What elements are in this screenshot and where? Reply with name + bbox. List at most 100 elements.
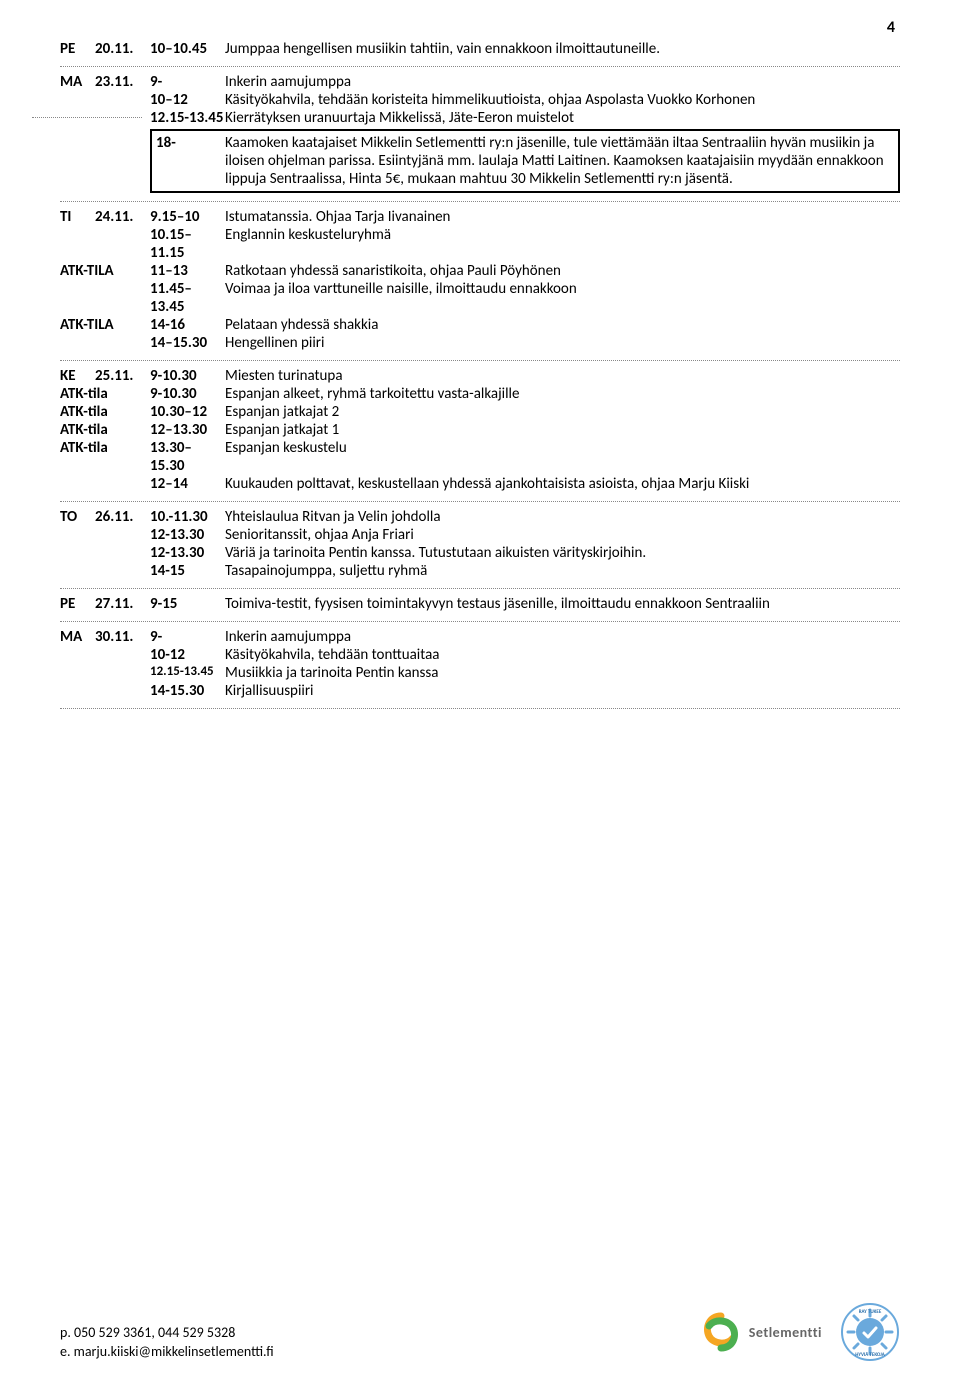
desc-text: Miesten turinatupa xyxy=(225,367,900,385)
schedule-row: 14-15 Tasapainojumppa, suljettu ryhmä xyxy=(150,562,900,580)
date-label: 30.11. xyxy=(95,628,150,700)
time-label: 9-10.30 xyxy=(150,385,225,403)
schedule-block-ma-3011: MA 30.11. 9- Inkerin aamujumppa 10-12 Kä… xyxy=(60,628,900,700)
day-label: KE xyxy=(60,367,95,385)
svg-text:RAY TUKEE: RAY TUKEE xyxy=(859,1309,882,1315)
time-label: 9-10.30 xyxy=(150,367,225,385)
time-label: 10–12 xyxy=(150,91,225,109)
schedule-block-ti-2411: TI 24.11. 9.15–10 Istumatanssia. Ohjaa T… xyxy=(60,208,900,352)
schedule-row: 9.15–10 Istumatanssia. Ohjaa Tarja Iivan… xyxy=(150,208,900,226)
date-label: 24.11. xyxy=(95,208,150,262)
ray-logo: RAY TUKEE HYVIÄ TEKOJA xyxy=(840,1302,900,1362)
desc-text: Hengellinen piiri xyxy=(225,334,900,352)
date-label: 26.11. xyxy=(95,508,150,580)
schedule-row: 10–12 Käsityökahvila, tehdään koristeita… xyxy=(150,91,900,109)
date-label: 20.11. xyxy=(95,40,150,58)
svg-text:HYVIÄ TEKOJA: HYVIÄ TEKOJA xyxy=(855,1351,886,1358)
time-label: 12.15-13.45 xyxy=(150,664,225,682)
schedule-block-ma-2311: MA 23.11. 9- Inkerin aamujumppa 10–12 Kä… xyxy=(60,73,900,193)
schedule-row: 12-13.30 Senioritanssit, ohjaa Anja Fria… xyxy=(150,526,900,544)
day-label: PE xyxy=(60,40,95,58)
schedule-row: 12.15-13.45 Kierrätyksen uranuurtaja Mik… xyxy=(150,109,900,127)
schedule-row: 11–13 Ratkotaan yhdessä sanaristikoita, … xyxy=(150,262,900,280)
schedule-block-ke-2511: KE 25.11. 9-10.30 Miesten turinatupa ATK… xyxy=(60,367,900,493)
schedule-row: 9-10.30 Espanjan alkeet, ryhmä tarkoitet… xyxy=(150,385,900,403)
schedule-row: 12.15-13.45 Musiikkia ja tarinoita Penti… xyxy=(150,664,900,682)
day-label: PE xyxy=(60,595,95,613)
time-label: 12.15-13.45 xyxy=(150,109,225,127)
time-label: 14-15.30 xyxy=(150,682,225,700)
divider xyxy=(60,621,900,622)
desc-text: Väriä ja tarinoita Pentin kanssa. Tutust… xyxy=(225,544,900,562)
room-tag: ATK-tila xyxy=(60,403,150,421)
time-label: 10.-11.30 xyxy=(150,508,225,526)
date-label: 23.11. xyxy=(95,73,150,193)
time-label: 11.45–13.45 xyxy=(150,280,225,316)
footer-email: e. marju.kiiski@mikkelinsetlementti.fi xyxy=(60,1343,274,1362)
time-label: 9- xyxy=(150,628,225,646)
schedule-row: 9- Inkerin aamujumppa xyxy=(150,73,900,91)
desc-text: Senioritanssit, ohjaa Anja Friari xyxy=(225,526,900,544)
day-label: TI xyxy=(60,208,95,262)
schedule-row: 10.15–11.15 Englannin keskusteluryhmä xyxy=(150,226,900,262)
schedule-row: 13.30–15.30 Espanjan keskustelu xyxy=(150,439,900,475)
time-label: 10–10.45 xyxy=(150,40,225,58)
desc-text: Musiikkia ja tarinoita Pentin kanssa xyxy=(225,664,900,682)
schedule-row: 14-16 Pelataan yhdessä shakkia xyxy=(150,316,900,334)
schedule-row: 9- Inkerin aamujumppa xyxy=(150,628,900,646)
desc-text: Kierrätyksen uranuurtaja Mikkelissä, Jät… xyxy=(225,109,900,127)
schedule-row: 14–15.30 Hengellinen piiri xyxy=(150,334,900,352)
day-label: MA xyxy=(60,628,95,700)
desc-text: Espanjan jatkajat 2 xyxy=(225,403,900,421)
desc-text: Jumppaa hengellisen musiikin tahtiin, va… xyxy=(225,40,900,58)
schedule-row: 10.30–12 Espanjan jatkajat 2 xyxy=(150,403,900,421)
desc-text: Ratkotaan yhdessä sanaristikoita, ohjaa … xyxy=(225,262,900,280)
swirl-icon xyxy=(699,1310,743,1354)
desc-text: Espanjan jatkajat 1 xyxy=(225,421,900,439)
time-label: 9- xyxy=(150,73,225,91)
room-tag: ATK-tila xyxy=(60,421,150,439)
time-label: 14-16 xyxy=(150,316,225,334)
desc-text: Espanjan alkeet, ryhmä tarkoitettu vasta… xyxy=(225,385,900,403)
time-label: 12-13.30 xyxy=(150,526,225,544)
room-tag: ATK-tila xyxy=(60,439,150,493)
divider xyxy=(60,501,900,502)
time-label: 10.15–11.15 xyxy=(150,226,225,262)
time-label: 10-12 xyxy=(150,646,225,664)
time-label: 9.15–10 xyxy=(150,208,225,226)
page-footer: p. 050 529 3361, 044 529 5328 e. marju.k… xyxy=(60,1302,900,1362)
desc-text: Inkerin aamujumppa xyxy=(225,73,900,91)
schedule-row: 11.45–13.45 Voimaa ja iloa varttuneille … xyxy=(150,280,900,316)
room-tag: ATK-tila xyxy=(60,385,150,403)
schedule-row: 10-12 Käsityökahvila, tehdään tonttuaita… xyxy=(150,646,900,664)
desc-text: Kirjallisuuspiiri xyxy=(225,682,900,700)
highlighted-event-box: 18- Kaamoken kaatajaiset Mikkelin Setlem… xyxy=(150,129,900,193)
day-label: TO xyxy=(60,508,95,580)
time-label: 14-15 xyxy=(150,562,225,580)
footer-phone: p. 050 529 3361, 044 529 5328 xyxy=(60,1324,274,1343)
room-tag: ATK-TILA xyxy=(60,262,150,316)
time-label: 12–14 xyxy=(150,475,225,493)
day-label: MA xyxy=(60,73,95,91)
footer-contact: p. 050 529 3361, 044 529 5328 e. marju.k… xyxy=(60,1324,274,1362)
divider xyxy=(60,66,900,67)
side-divider xyxy=(32,117,142,118)
setlementti-label: Setlementti xyxy=(749,1324,822,1341)
divider xyxy=(60,360,900,361)
time-label: 13.30–15.30 xyxy=(150,439,225,475)
desc-text: Kuukauden polttavat, keskustellaan yhdes… xyxy=(225,475,900,493)
desc-text: Kaamoken kaatajaiset Mikkelin Setlementt… xyxy=(225,134,892,188)
room-tag: ATK-TILA xyxy=(60,316,150,352)
divider xyxy=(60,708,900,709)
time-label: 9-15 xyxy=(150,595,225,613)
time-label: 12-13.30 xyxy=(150,544,225,562)
desc-text: Tasapainojumppa, suljettu ryhmä xyxy=(225,562,900,580)
page-number: 4 xyxy=(887,18,895,37)
desc-text: Pelataan yhdessä shakkia xyxy=(225,316,900,334)
desc-text: Voimaa ja iloa varttuneille naisille, il… xyxy=(225,280,900,316)
schedule-block-pe-2011: PE 20.11. 10–10.45 Jumppaa hengellisen m… xyxy=(60,40,900,58)
desc-text: Englannin keskusteluryhmä xyxy=(225,226,900,262)
schedule-row: 12–14 Kuukauden polttavat, keskustellaan… xyxy=(150,475,900,493)
desc-text: Käsityökahvila, tehdään tonttuaitaa xyxy=(225,646,900,664)
schedule-block-to-2611: TO 26.11. 10.-11.30 Yhteislaulua Ritvan … xyxy=(60,508,900,580)
